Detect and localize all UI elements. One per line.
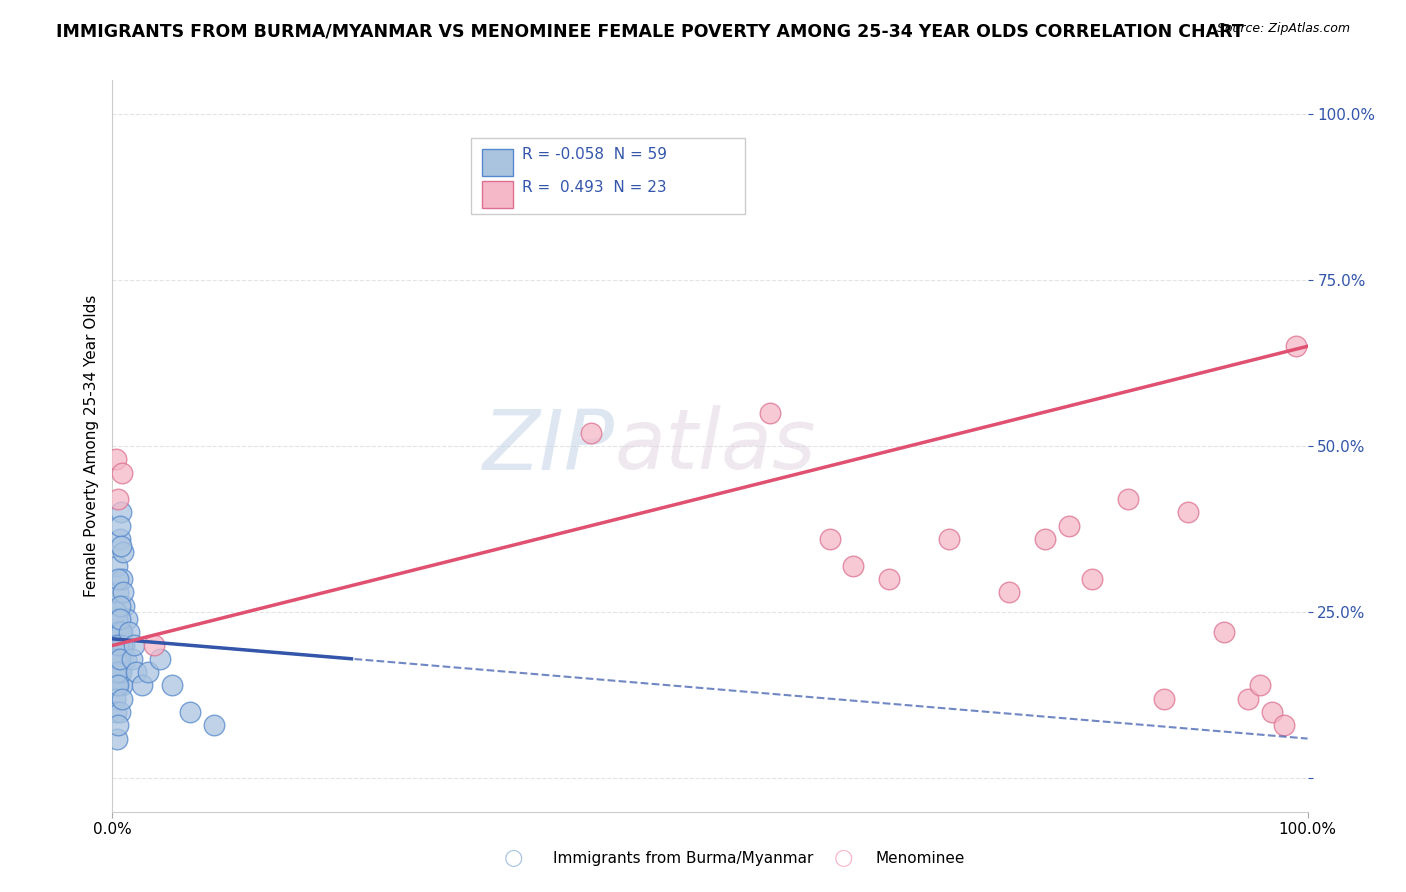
Point — [107, 652, 129, 666]
Point — [105, 452, 128, 467]
Point — [105, 672, 128, 686]
Point — [118, 625, 141, 640]
Point — [105, 731, 128, 746]
Point — [998, 585, 1021, 599]
Point — [138, 665, 160, 679]
Point — [1213, 625, 1236, 640]
Point — [107, 718, 129, 732]
Text: Menominee: Menominee — [876, 851, 966, 865]
Text: atlas: atlas — [614, 406, 815, 486]
Point — [143, 639, 166, 653]
Point — [111, 639, 134, 653]
Point — [105, 625, 128, 640]
Point — [1153, 691, 1175, 706]
Point — [107, 639, 129, 653]
Point — [105, 652, 128, 666]
Point — [114, 639, 135, 653]
Point — [842, 558, 865, 573]
Point — [121, 652, 143, 666]
Text: IMMIGRANTS FROM BURMA/MYANMAR VS MENOMINEE FEMALE POVERTY AMONG 25-34 YEAR OLDS : IMMIGRANTS FROM BURMA/MYANMAR VS MENOMIN… — [56, 22, 1244, 40]
Point — [108, 599, 131, 613]
Point — [108, 705, 131, 719]
Point — [938, 532, 960, 546]
Point — [108, 518, 131, 533]
Point — [105, 665, 128, 679]
Point — [107, 652, 129, 666]
Point — [112, 585, 135, 599]
Point — [107, 492, 129, 507]
Point — [759, 406, 782, 420]
Point — [111, 625, 134, 640]
Point — [108, 639, 131, 653]
Point — [1177, 506, 1199, 520]
Point — [818, 532, 841, 546]
Point — [122, 639, 145, 653]
Text: ○: ○ — [503, 848, 523, 868]
Point — [1272, 718, 1295, 732]
Point — [107, 572, 129, 586]
Text: ○: ○ — [834, 848, 853, 868]
Point — [110, 506, 132, 520]
Point — [149, 652, 172, 666]
Point — [107, 625, 129, 640]
Point — [114, 652, 136, 666]
Point — [111, 678, 134, 692]
Point — [579, 425, 602, 440]
Point — [111, 691, 134, 706]
Point — [111, 466, 134, 480]
Point — [1285, 339, 1308, 353]
Point — [107, 678, 129, 692]
Point — [110, 625, 132, 640]
Point — [1081, 572, 1104, 586]
Point — [112, 545, 135, 559]
Point — [104, 652, 127, 666]
Point — [110, 665, 132, 679]
Point — [105, 665, 128, 679]
Point — [110, 539, 132, 553]
Point — [1033, 532, 1056, 546]
Point — [107, 585, 129, 599]
Text: Source: ZipAtlas.com: Source: ZipAtlas.com — [1216, 22, 1350, 36]
Point — [104, 639, 127, 653]
Point — [115, 612, 138, 626]
Point — [179, 705, 201, 719]
Point — [108, 652, 131, 666]
Point — [1118, 492, 1140, 507]
Point — [108, 665, 131, 679]
Point — [104, 691, 127, 706]
Text: R = -0.058  N = 59: R = -0.058 N = 59 — [522, 147, 666, 162]
Point — [110, 625, 132, 640]
Point — [879, 572, 901, 586]
Text: R =  0.493  N = 23: R = 0.493 N = 23 — [522, 180, 666, 195]
Point — [1249, 678, 1271, 692]
Point — [125, 665, 148, 679]
Point — [108, 532, 131, 546]
Point — [105, 605, 128, 619]
Point — [1261, 705, 1284, 719]
Point — [114, 599, 135, 613]
Point — [111, 572, 134, 586]
Point — [108, 612, 131, 626]
Point — [131, 678, 153, 692]
Y-axis label: Female Poverty Among 25-34 Year Olds: Female Poverty Among 25-34 Year Olds — [83, 295, 98, 597]
Point — [1237, 691, 1260, 706]
Point — [202, 718, 225, 732]
Point — [105, 652, 128, 666]
Point — [105, 612, 128, 626]
Point — [105, 705, 128, 719]
Point — [105, 639, 128, 653]
Point — [105, 639, 128, 653]
Text: ZIP: ZIP — [482, 406, 614, 486]
Point — [105, 678, 128, 692]
Text: Immigrants from Burma/Myanmar: Immigrants from Burma/Myanmar — [553, 851, 813, 865]
Point — [162, 678, 183, 692]
Point — [105, 558, 128, 573]
Point — [1057, 518, 1080, 533]
